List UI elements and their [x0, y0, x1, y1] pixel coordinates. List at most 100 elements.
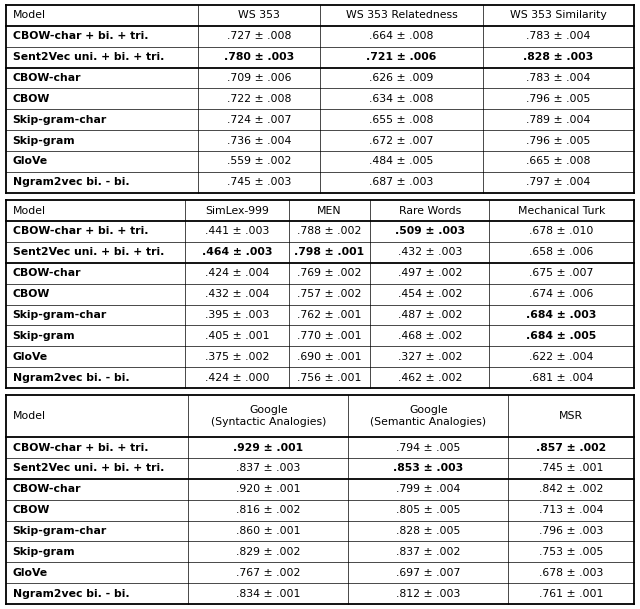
Text: .757 ± .002: .757 ± .002: [297, 289, 362, 299]
Text: .788 ± .002: .788 ± .002: [297, 227, 362, 236]
Text: Skip-gram-char: Skip-gram-char: [13, 526, 107, 536]
Text: SimLex-999: SimLex-999: [205, 206, 269, 216]
Text: Model: Model: [13, 10, 45, 20]
Text: CBOW-char: CBOW-char: [13, 73, 81, 83]
Text: .454 ± .002: .454 ± .002: [397, 289, 462, 299]
Text: .464 ± .003: .464 ± .003: [202, 247, 272, 257]
Text: Model: Model: [13, 206, 45, 216]
Text: Google
(Semantic Analogies): Google (Semantic Analogies): [370, 406, 486, 427]
Text: .828 ± .005: .828 ± .005: [396, 526, 460, 536]
Text: .484 ± .005: .484 ± .005: [369, 157, 434, 166]
Text: CBOW-char: CBOW-char: [13, 484, 81, 495]
Text: Ngram2vec bi. - bi.: Ngram2vec bi. - bi.: [13, 373, 129, 382]
Text: .860 ± .001: .860 ± .001: [236, 526, 301, 536]
Text: Skip-gram-char: Skip-gram-char: [13, 310, 107, 320]
Text: .769 ± .002: .769 ± .002: [297, 268, 362, 278]
Text: GloVe: GloVe: [13, 157, 48, 166]
Text: .783 ± .004: .783 ± .004: [526, 31, 591, 41]
Text: .727 ± .008: .727 ± .008: [227, 31, 291, 41]
Text: .837 ± .003: .837 ± .003: [236, 463, 300, 473]
Text: MEN: MEN: [317, 206, 342, 216]
Text: Model: Model: [13, 411, 45, 421]
Text: .721 ± .006: .721 ± .006: [366, 52, 436, 62]
Text: .674 ± .006: .674 ± .006: [529, 289, 594, 299]
Text: CBOW: CBOW: [13, 289, 50, 299]
Text: .697 ± .007: .697 ± .007: [396, 568, 460, 578]
Text: .796 ± .005: .796 ± .005: [526, 136, 591, 146]
Text: CBOW-char + bi. + tri.: CBOW-char + bi. + tri.: [13, 443, 148, 452]
Text: CBOW-char + bi. + tri.: CBOW-char + bi. + tri.: [13, 31, 148, 41]
Text: GloVe: GloVe: [13, 568, 48, 578]
Text: .678 ± .010: .678 ± .010: [529, 227, 594, 236]
Text: Sent2Vec uni. + bi. + tri.: Sent2Vec uni. + bi. + tri.: [13, 247, 164, 257]
Text: .756 ± .001: .756 ± .001: [297, 373, 362, 382]
Text: .497 ± .002: .497 ± .002: [397, 268, 462, 278]
Text: .687 ± .003: .687 ± .003: [369, 177, 434, 188]
Text: .665 ± .008: .665 ± .008: [526, 157, 591, 166]
Text: .770 ± .001: .770 ± .001: [297, 331, 362, 341]
Text: .395 ± .003: .395 ± .003: [205, 310, 269, 320]
Text: CBOW: CBOW: [13, 505, 50, 515]
Text: .789 ± .004: .789 ± .004: [526, 114, 591, 125]
Text: .424 ± .004: .424 ± .004: [205, 268, 269, 278]
Text: .424 ± .000: .424 ± .000: [205, 373, 269, 382]
Text: .837 ± .002: .837 ± .002: [396, 547, 460, 557]
Text: .462 ± .002: .462 ± .002: [397, 373, 462, 382]
Text: WS 353 Similarity: WS 353 Similarity: [510, 10, 607, 20]
Text: .559 ± .002: .559 ± .002: [227, 157, 291, 166]
Text: .745 ± .003: .745 ± .003: [227, 177, 291, 188]
Text: GloVe: GloVe: [13, 352, 48, 362]
Text: .432 ± .003: .432 ± .003: [397, 247, 462, 257]
Text: CBOW-char: CBOW-char: [13, 268, 81, 278]
Text: .853 ± .003: .853 ± .003: [393, 463, 463, 473]
Text: .655 ± .008: .655 ± .008: [369, 114, 434, 125]
Text: .672 ± .007: .672 ± .007: [369, 136, 434, 146]
Text: .828 ± .003: .828 ± .003: [524, 52, 593, 62]
Text: .675 ± .007: .675 ± .007: [529, 268, 594, 278]
Text: WS 353: WS 353: [238, 10, 280, 20]
Text: .767 ± .002: .767 ± .002: [236, 568, 300, 578]
Text: .684 ± .003: .684 ± .003: [526, 310, 596, 320]
Text: .405 ± .001: .405 ± .001: [205, 331, 269, 341]
Text: .857 ± .002: .857 ± .002: [536, 443, 606, 452]
Text: .327 ± .002: .327 ± .002: [397, 352, 462, 362]
Text: .432 ± .004: .432 ± .004: [205, 289, 269, 299]
Text: .681 ± .004: .681 ± .004: [529, 373, 594, 382]
Text: Skip-gram-char: Skip-gram-char: [13, 114, 107, 125]
Text: Skip-gram: Skip-gram: [13, 136, 76, 146]
Text: .796 ± .005: .796 ± .005: [526, 94, 591, 104]
Text: .796 ± .003: .796 ± .003: [539, 526, 603, 536]
Text: .761 ± .001: .761 ± .001: [539, 589, 603, 599]
Text: CBOW-char + bi. + tri.: CBOW-char + bi. + tri.: [13, 227, 148, 236]
Text: .678 ± .003: .678 ± .003: [539, 568, 603, 578]
Text: .664 ± .008: .664 ± .008: [369, 31, 434, 41]
Text: .713 ± .004: .713 ± .004: [539, 505, 603, 515]
Text: Ngram2vec bi. - bi.: Ngram2vec bi. - bi.: [13, 589, 129, 599]
Text: .794 ± .005: .794 ± .005: [396, 443, 460, 452]
Text: CBOW: CBOW: [13, 94, 50, 104]
Text: .829 ± .002: .829 ± .002: [236, 547, 300, 557]
Text: .834 ± .001: .834 ± .001: [236, 589, 300, 599]
Text: Sent2Vec uni. + bi. + tri.: Sent2Vec uni. + bi. + tri.: [13, 52, 164, 62]
Text: .920 ± .001: .920 ± .001: [236, 484, 301, 495]
Text: .736 ± .004: .736 ± .004: [227, 136, 291, 146]
Text: .622 ± .004: .622 ± .004: [529, 352, 594, 362]
Text: .487 ± .002: .487 ± .002: [397, 310, 462, 320]
Text: .634 ± .008: .634 ± .008: [369, 94, 434, 104]
Text: Rare Words: Rare Words: [399, 206, 461, 216]
Text: .798 ± .001: .798 ± .001: [294, 247, 364, 257]
Text: .658 ± .006: .658 ± .006: [529, 247, 594, 257]
Text: .816 ± .002: .816 ± .002: [236, 505, 300, 515]
Text: .690 ± .001: .690 ± .001: [297, 352, 362, 362]
Text: .684 ± .005: .684 ± .005: [526, 331, 596, 341]
Text: .724 ± .007: .724 ± .007: [227, 114, 291, 125]
Text: .799 ± .004: .799 ± .004: [396, 484, 460, 495]
Text: .626 ± .009: .626 ± .009: [369, 73, 434, 83]
Text: .375 ± .002: .375 ± .002: [205, 352, 269, 362]
Text: Ngram2vec bi. - bi.: Ngram2vec bi. - bi.: [13, 177, 129, 188]
Text: .509 ± .003: .509 ± .003: [395, 227, 465, 236]
Text: Google
(Syntactic Analogies): Google (Syntactic Analogies): [211, 406, 326, 427]
Text: .929 ± .001: .929 ± .001: [233, 443, 303, 452]
Text: MSR: MSR: [559, 411, 583, 421]
Text: Mechanical Turk: Mechanical Turk: [518, 206, 605, 216]
